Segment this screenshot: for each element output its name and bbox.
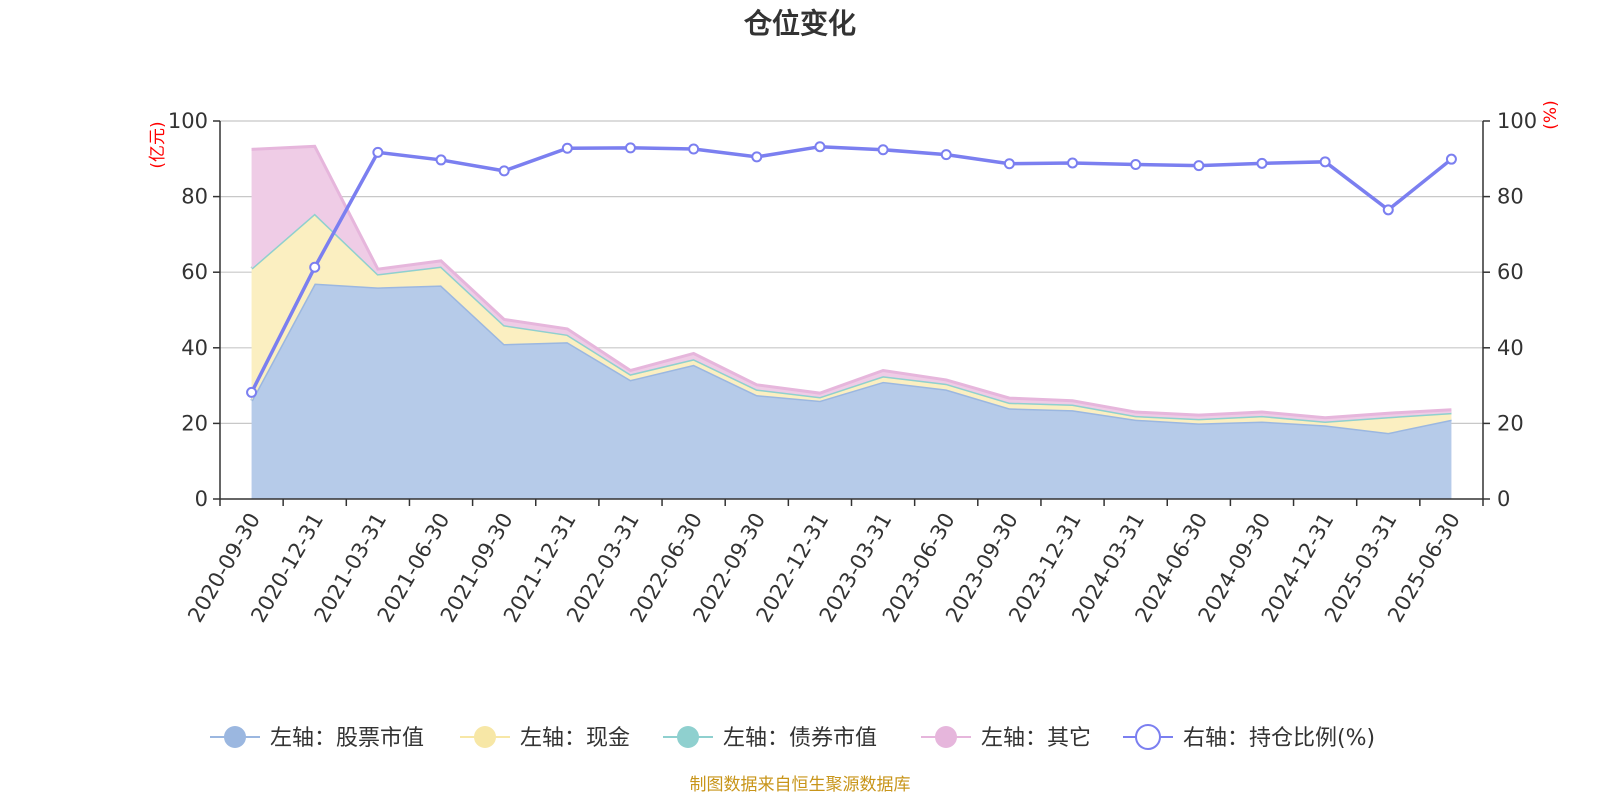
left-tick-label: 60 (181, 260, 208, 284)
area-series-1 (251, 213, 1452, 433)
right-tick-label: 80 (1497, 185, 1524, 209)
ratio-point (1130, 158, 1142, 170)
legend-marker (677, 726, 699, 748)
ratio-line-path (250, 144, 1453, 394)
legend-marker (224, 726, 246, 748)
legend-label: 左轴：债券市值 (723, 726, 877, 751)
legend-marker (474, 726, 496, 748)
right-tick-label: 60 (1497, 260, 1524, 284)
ratio-point (435, 154, 447, 166)
ratio-point (1445, 153, 1457, 165)
left-tick-label: 0 (195, 487, 208, 511)
ratio-point (751, 151, 763, 163)
ratio-point (309, 261, 321, 273)
legend-label: 左轴：股票市值 (270, 726, 424, 751)
stacked-areas (250, 144, 1452, 499)
ratio-point (1382, 204, 1394, 216)
ratio-point (1256, 157, 1268, 169)
chart-title: 仓位变化 (744, 7, 856, 40)
right-tick-label: 0 (1497, 487, 1510, 511)
ratio-point (1003, 158, 1015, 170)
ratio-point (877, 144, 889, 156)
holding-ratio-line (246, 141, 1457, 398)
area-edge-series-3 (251, 144, 1452, 420)
right-tick-label: 20 (1497, 411, 1524, 435)
ratio-point (814, 141, 826, 153)
ratio-point (688, 143, 700, 155)
ratio-point (246, 386, 258, 398)
ratio-point (1319, 156, 1331, 168)
data-source-note: 制图数据来自恒生聚源数据库 (690, 775, 911, 795)
legend-marker (1135, 724, 1161, 750)
legend-label: 左轴：其它 (981, 726, 1091, 751)
legend-label: 左轴：现金 (520, 726, 630, 751)
ratio-point (1067, 157, 1079, 169)
left-tick-label: 20 (181, 411, 208, 435)
left-tick-label: 40 (181, 336, 208, 360)
legend-marker (935, 726, 957, 748)
ratio-point (940, 149, 952, 161)
legend-label: 右轴：持仓比例(%) (1183, 726, 1375, 751)
ratio-point (498, 165, 510, 177)
ratio-point (624, 142, 636, 154)
right-tick-label: 40 (1497, 336, 1524, 360)
ratio-point (372, 146, 384, 158)
right-tick-label: 100 (1497, 109, 1537, 133)
ratio-point (561, 142, 573, 154)
right-axis-unit: (%) (1541, 100, 1561, 129)
left-tick-label: 80 (181, 185, 208, 209)
ratio-point (1193, 160, 1205, 172)
legend: 左轴：股票市值 左轴：现金 左轴：债券市值 左轴：其它 右轴：持仓比例(%) (210, 724, 1375, 751)
left-tick-label: 100 (168, 109, 208, 133)
left-axis-unit: (亿元) (148, 121, 168, 168)
